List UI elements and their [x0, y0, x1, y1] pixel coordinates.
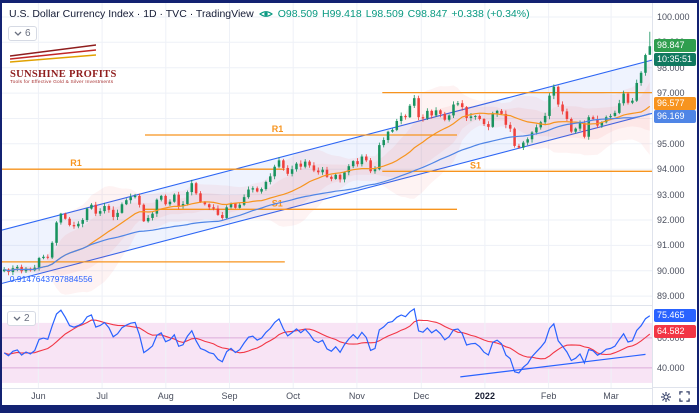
time-axis-label: Mar: [603, 391, 619, 401]
grid-layer: [2, 306, 652, 388]
time-axis[interactable]: Jun Jul Aug Sep Oct Nov Dec 2022 Feb Mar: [2, 388, 652, 405]
rsi-chart-canvas[interactable]: [2, 306, 652, 388]
chevron-down-icon: [14, 31, 22, 36]
price-tick: 93.000: [657, 189, 685, 200]
rsi-value-label: 75.465: [654, 308, 696, 322]
rsi-lines: [3, 307, 651, 374]
time-axis-label: Oct: [286, 391, 301, 401]
rsi-ma-value-label: 64.582: [654, 325, 696, 339]
logo-name: SUNSHINE PROFITS: [10, 69, 117, 80]
sunshine-profits-logo: SUNSHINE PROFITS Tools for Effective Gol…: [9, 44, 117, 85]
eye-icon[interactable]: [258, 9, 273, 19]
svg-text:R1: R1: [70, 158, 82, 168]
time-axis-label: 2022: [474, 391, 495, 401]
time-axis-label: Dec: [413, 391, 430, 401]
fullscreen-icon[interactable]: [679, 391, 690, 402]
price-axis[interactable]: 98.847 10:35:51 96.577 96.169 75.465 64.…: [652, 3, 697, 405]
sma50-price-label: 96.169: [654, 110, 696, 124]
ohlc-value: +0.338 (+0.34%): [451, 8, 530, 20]
price-tick: 89.000: [657, 291, 685, 302]
logo-tagline: Tools for Effective Gold & Silver Invest…: [10, 80, 114, 85]
ohlc-values: O98.509 H99.418 L98.509 C98.847 +0.338 (+0.3…: [278, 8, 534, 20]
time-axis-label: Feb: [540, 391, 557, 401]
time-axis-label: Aug: [157, 391, 174, 401]
sma20-price-label: 96.577: [654, 96, 696, 110]
price-tick: 92.000: [657, 214, 685, 225]
ohlc-value: O98.509: [277, 8, 318, 20]
hidden-indicators-button-main[interactable]: 6: [8, 26, 37, 41]
hidden-indicators-button-rsi[interactable]: 2: [7, 311, 36, 326]
bar-countdown-label: 10:35:51: [654, 53, 696, 67]
logo-graphic: [9, 44, 97, 63]
ohlc-value: C98.847: [407, 8, 448, 20]
rsi-tick: 40.000: [657, 362, 685, 373]
chevron-down-icon: [13, 316, 21, 321]
axis-corner: [653, 387, 697, 405]
svg-text:S1: S1: [470, 160, 481, 170]
settings-gear-icon[interactable]: [660, 391, 672, 403]
time-axis-label: Jun: [31, 391, 46, 401]
time-axis-label: Nov: [348, 391, 365, 401]
ohlc-value: L98.509: [365, 8, 404, 20]
time-axis-label: Sep: [221, 391, 238, 401]
grid-layer: [2, 3, 652, 305]
price-tick: 95.000: [657, 138, 685, 149]
last-price-label: 98.847: [654, 39, 696, 53]
rsi-band: [2, 322, 652, 383]
plot-column: R1 R1 S1 S1 0.9147643797884556 Jun Jul Aug Sep O…: [2, 3, 652, 405]
ohlc-value: H99.418: [322, 8, 362, 20]
hidden-count-rsi: 2: [24, 313, 30, 324]
price-tick: 91.000: [657, 240, 685, 251]
time-axis-label: Jul: [96, 391, 108, 401]
fib-level-label: 0.9147643797884556: [10, 274, 93, 284]
symbol-title[interactable]: U.S. Dollar Currency Index · 1D · TVC · …: [9, 8, 254, 20]
price-tick: 90.000: [657, 265, 685, 276]
rsi-pane: [2, 305, 652, 388]
legend: U.S. Dollar Currency Index · 1D · TVC · …: [9, 8, 534, 20]
svg-text:R1: R1: [272, 124, 284, 134]
rsi-trendline: [460, 353, 646, 378]
price-tick: 98.000: [657, 62, 685, 73]
hidden-count-main: 6: [25, 28, 31, 39]
moving-averages: [4, 105, 651, 272]
price-tick: 97.000: [657, 88, 685, 99]
price-tick: 100.000: [657, 11, 690, 22]
price-tick: 94.000: [657, 164, 685, 175]
